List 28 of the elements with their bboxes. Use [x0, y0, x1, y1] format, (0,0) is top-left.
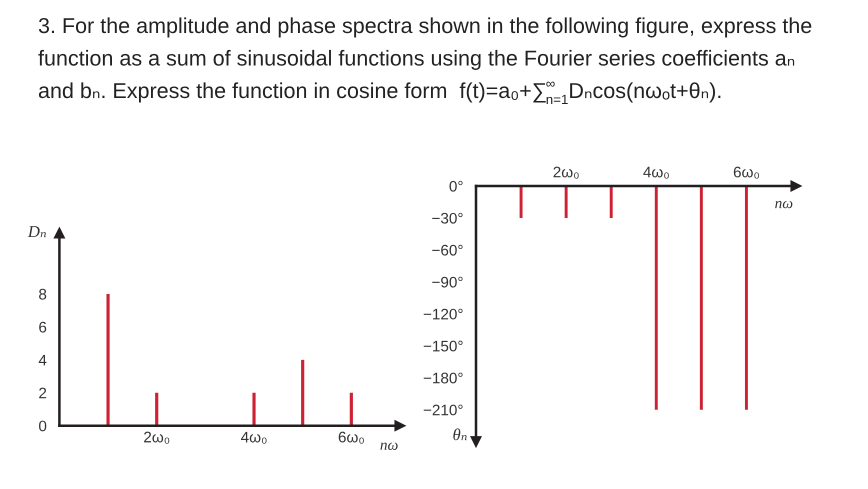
y-axis-title: Dₙ	[28, 226, 46, 238]
x-tick-label: 4ω₀	[643, 166, 669, 179]
y-tick-label: 8	[39, 288, 46, 300]
x-axis-title: nω	[380, 442, 398, 450]
y-tick-label: −90°	[432, 276, 463, 288]
bar	[106, 294, 110, 426]
bar	[155, 392, 158, 426]
y-tick-label: −30°	[432, 212, 463, 224]
x-tick-label: 2ω₀	[554, 166, 579, 179]
y-tick-label: −210°	[424, 404, 463, 416]
x-tick-label: 2ω₀	[144, 432, 170, 444]
y-tick-label: 6	[39, 322, 46, 333]
y-tick-label: 4	[38, 354, 46, 366]
y-axis-title: θₙ	[453, 428, 467, 440]
y-tick-label: −180°	[424, 372, 463, 384]
y-tick-label: −60°	[432, 244, 463, 256]
x-tick-label: 6ω₀	[338, 432, 364, 444]
bar	[252, 392, 256, 426]
x-tick-label: 6ω₀	[734, 166, 759, 179]
y-tick-label: −150°	[424, 340, 463, 352]
bar	[301, 360, 304, 426]
bar	[350, 392, 353, 426]
y-tick-label: 0°	[449, 180, 463, 192]
y-tick-label: 2	[39, 388, 46, 398]
y-tick-label: 0	[39, 420, 46, 432]
y-tick-label: −120°	[424, 308, 463, 320]
x-axis-title: nω	[775, 200, 792, 208]
x-tick-label: 4ω₀	[240, 432, 267, 444]
